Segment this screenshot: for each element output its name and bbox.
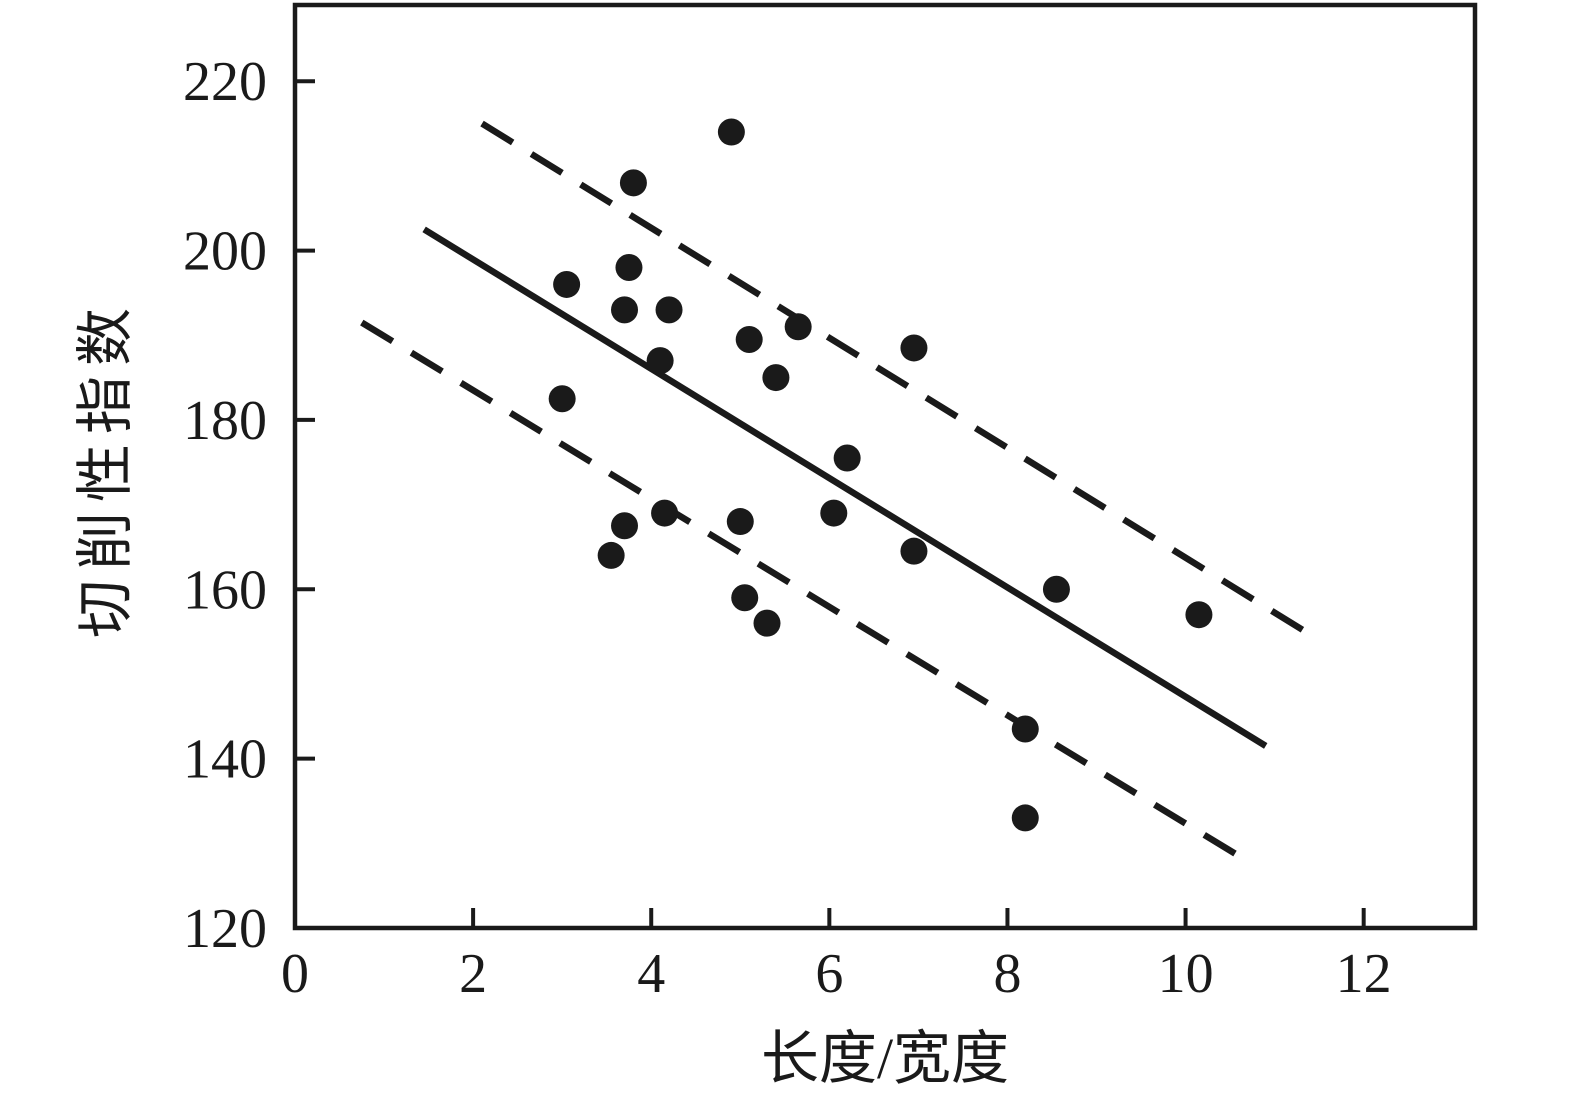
data-point [548, 385, 576, 413]
tick-labels-layer: 0 2 4 6 8 10 12 120 140 160 180 200 220 [183, 51, 1392, 1005]
y-axis-label: 切削性指数 [73, 298, 138, 638]
data-point [717, 118, 745, 146]
data-point [611, 296, 639, 324]
data-point [655, 296, 683, 324]
x-tick-label: 8 [993, 943, 1021, 1005]
data-point [753, 609, 781, 637]
data-point [735, 325, 763, 353]
data-point [1042, 575, 1070, 603]
y-tick-label: 220 [183, 51, 267, 113]
confidence-lower-line [360, 319, 1241, 859]
data-point [784, 313, 812, 341]
axes-layer [292, 2, 1478, 931]
data-point [1185, 601, 1213, 629]
data-point [615, 254, 643, 282]
data-point [597, 541, 625, 569]
plot-border [292, 2, 1478, 931]
data-point [833, 444, 861, 472]
x-tick-label: 6 [815, 943, 843, 1005]
data-point [619, 169, 647, 197]
x-tick-label: 2 [459, 943, 487, 1005]
data-point [726, 508, 754, 536]
data-point [762, 364, 790, 392]
regression-line [422, 226, 1268, 749]
x-tick-label: 10 [1158, 943, 1214, 1005]
data-point [651, 499, 679, 527]
data-point [611, 512, 639, 540]
data-point [900, 537, 928, 565]
scatter-points-layer [548, 118, 1213, 832]
y-tick-label: 140 [183, 729, 267, 791]
data-point [553, 270, 581, 298]
data-point [731, 584, 759, 612]
y-tick-label: 180 [183, 390, 267, 452]
x-tick-label: 4 [637, 943, 665, 1005]
x-tick-label: 0 [281, 943, 309, 1005]
data-point [820, 499, 848, 527]
y-tick-label: 200 [183, 221, 267, 283]
confidence-upper-line [480, 120, 1321, 643]
y-tick-label: 160 [183, 559, 267, 621]
y-tick-label: 120 [183, 898, 267, 960]
data-point [1011, 804, 1039, 832]
data-point [900, 334, 928, 362]
x-tick-label: 12 [1336, 943, 1392, 1005]
chart-lines-layer [360, 120, 1321, 859]
data-point [646, 347, 674, 375]
x-axis-label: 长度/宽度 [761, 1026, 1009, 1091]
data-point [1011, 715, 1039, 743]
